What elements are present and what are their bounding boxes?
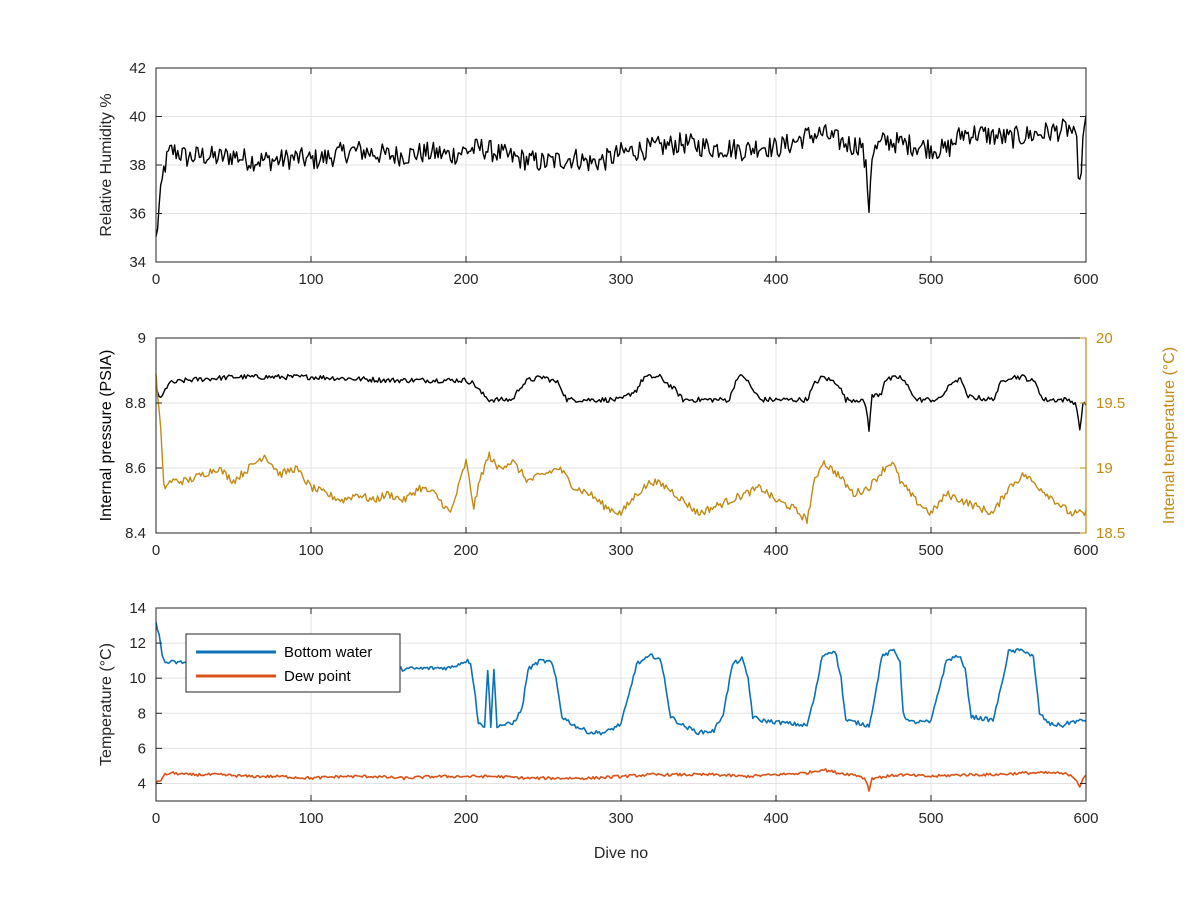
legend-label-dew-point: Dew point [284,668,352,685]
x-tick-label: 300 [608,810,633,827]
x-tick-label: 200 [453,542,478,559]
legend: Bottom water Dew point [185,633,401,693]
x-tick-label: 100 [298,271,323,288]
humidity-lines [155,115,1087,237]
y-tick-label: 8.6 [125,460,146,477]
y-tick-label: 9 [138,330,146,347]
y-tick-label: 34 [129,254,146,271]
x-tick-label: 600 [1073,271,1098,288]
x-axis-label: Dive no [594,845,648,862]
x-tick-label: 500 [918,542,943,559]
pressure_temperature-series-0-line [155,373,1087,432]
y2-tick-label: 20 [1096,330,1113,347]
humidity-tick-labels: 0 100 200 300 400 500 600 34 36 38 40 42 [129,60,1098,288]
x-tick-label: 300 [608,271,633,288]
y2-tick-label: 19.5 [1096,395,1125,412]
y-tick-label: 14 [129,600,146,617]
y-tick-label: 40 [129,109,146,126]
y2-tick-label: 19 [1096,460,1113,477]
pressure-y-axis-label: Internal pressure (PSIA) [98,350,115,522]
y-tick-label: 38 [129,157,146,174]
dew-point-line [155,768,1087,792]
humidity-series-0-line [155,115,1087,237]
y-tick-label: 12 [129,635,146,652]
temperature-panel: 0 100 200 300 400 500 600 4 6 8 10 12 14 Temperature… [98,600,1099,827]
x-tick-label: 100 [298,810,323,827]
humidity-panel: 0 100 200 300 400 500 600 34 36 38 40 42 Relative H… [98,60,1099,288]
x-tick-label: 600 [1073,810,1098,827]
legend-label-bottom-water: Bottom water [284,644,372,661]
temperature-y-axis-label: Temperature (°C) [98,643,115,766]
x-tick-label: 600 [1073,542,1098,559]
x-tick-label: 400 [763,542,788,559]
x-tick-label: 500 [918,271,943,288]
pressure-temperature-panel: 0 100 200 300 400 500 600 8.4 8.6 8.8 9 18.5 19 19.5 2… [98,330,1178,559]
legend-box [185,633,401,693]
humidity-y-axis-label: Relative Humidity % [98,93,115,236]
y-tick-label: 10 [129,670,146,687]
x-tick-label: 400 [763,271,788,288]
y-tick-label: 8 [138,705,146,722]
pressure-tick-labels: 0 100 200 300 400 500 600 8.4 8.6 8.8 9 18.5 19 19.5 2… [125,330,1125,559]
y-tick-label: 42 [129,60,146,77]
y-tick-label: 36 [129,206,146,223]
x-tick-label: 0 [152,810,160,827]
temperature-tick-labels: 0 100 200 300 400 500 600 4 6 8 10 12 14 [129,600,1098,827]
x-tick-label: 200 [453,271,478,288]
x-tick-label: 500 [918,810,943,827]
y-tick-label: 8.8 [125,395,146,412]
pressure_temperature-series-1-line [155,373,1087,525]
y-tick-label: 6 [138,740,146,757]
y2-tick-label: 18.5 [1096,525,1125,542]
x-tick-label: 200 [453,810,478,827]
pressure-temperature-lines [155,373,1087,525]
x-tick-label: 100 [298,542,323,559]
x-tick-label: 0 [152,271,160,288]
x-tick-label: 0 [152,542,160,559]
x-tick-label: 400 [763,810,788,827]
y-tick-label: 4 [138,775,146,792]
x-tick-label: 300 [608,542,633,559]
internal-temperature-y-axis-label: Internal temperature (°C) [1161,347,1178,524]
y-tick-label: 8.4 [125,525,146,542]
